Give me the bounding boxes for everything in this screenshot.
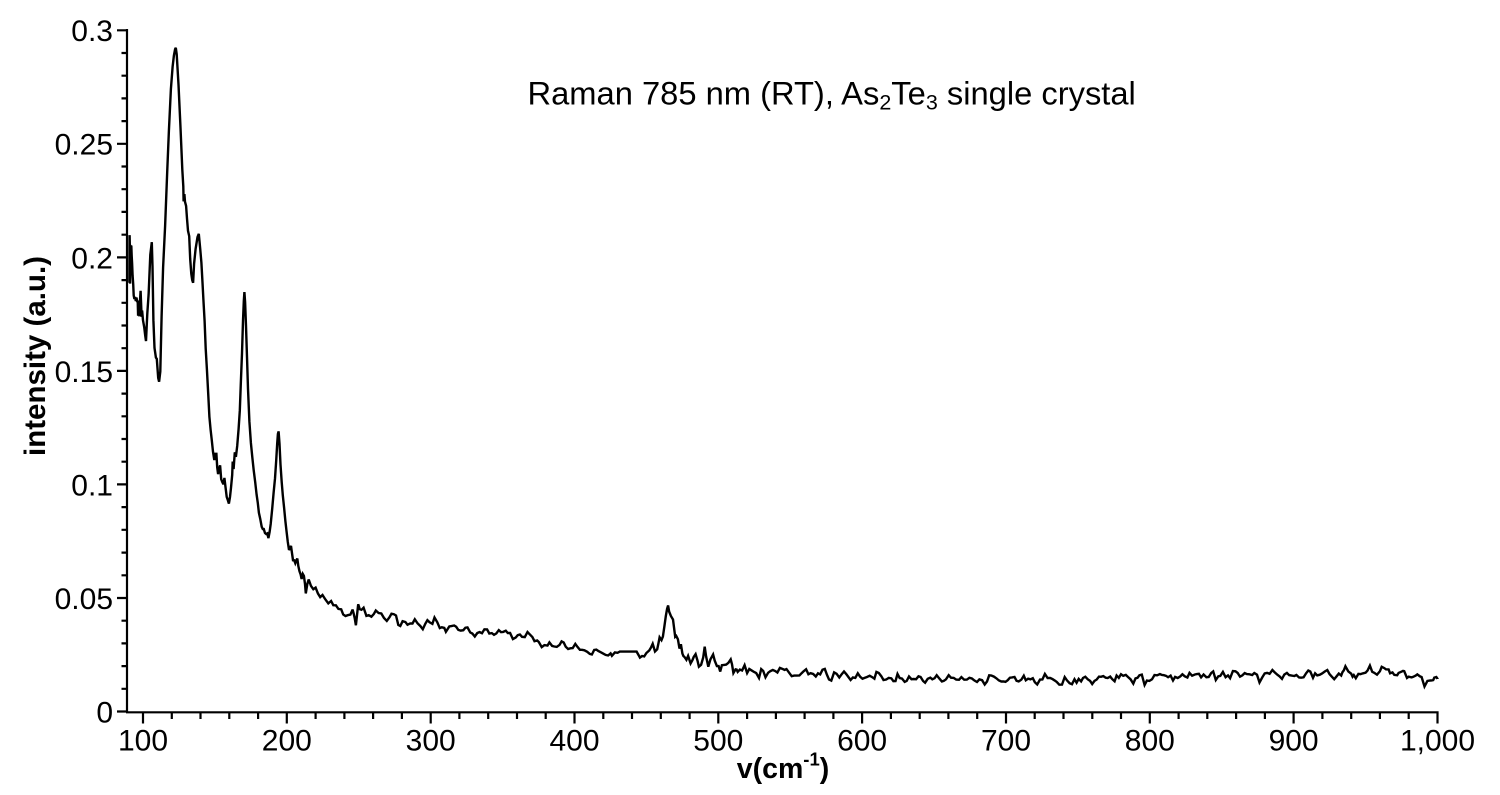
- svg-text:0.25: 0.25: [55, 129, 113, 162]
- svg-text:1,000: 1,000: [1400, 725, 1475, 758]
- svg-text:0.2: 0.2: [71, 242, 113, 275]
- svg-text:0.3: 0.3: [71, 15, 113, 48]
- svg-text:300: 300: [406, 725, 456, 758]
- svg-text:700: 700: [981, 725, 1031, 758]
- svg-text:200: 200: [262, 725, 312, 758]
- svg-text:600: 600: [837, 725, 887, 758]
- svg-text:intensity (a.u.): intensity (a.u.): [19, 256, 52, 456]
- svg-text:500: 500: [693, 725, 743, 758]
- svg-text:100: 100: [118, 725, 168, 758]
- svg-text:400: 400: [549, 725, 599, 758]
- svg-text:800: 800: [1125, 725, 1175, 758]
- svg-text:0: 0: [96, 696, 113, 729]
- svg-text:900: 900: [1269, 725, 1319, 758]
- svg-text:0.05: 0.05: [55, 583, 113, 616]
- svg-text:0.15: 0.15: [55, 356, 113, 389]
- svg-text:0.1: 0.1: [71, 469, 113, 502]
- svg-text:Raman 785 nm (RT), As2Te3 sing: Raman 785 nm (RT), As2Te3 single crystal: [528, 75, 1136, 115]
